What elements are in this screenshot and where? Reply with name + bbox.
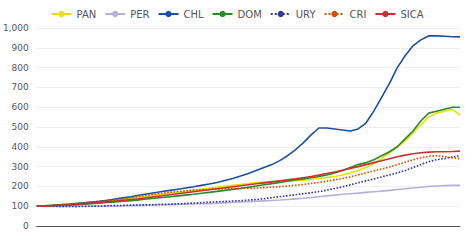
svg-text:300: 300: [12, 162, 29, 172]
svg-text:0: 0: [23, 221, 29, 231]
svg-text:700: 700: [12, 82, 29, 92]
svg-text:500: 500: [12, 122, 29, 132]
svg-text:CRI: CRI: [350, 9, 367, 20]
svg-text:PER: PER: [130, 9, 149, 20]
svg-text:600: 600: [12, 102, 29, 112]
svg-text:400: 400: [12, 142, 29, 152]
svg-text:URY: URY: [296, 9, 317, 20]
svg-text:900: 900: [12, 43, 29, 53]
svg-text:800: 800: [12, 63, 29, 73]
svg-text:1,000: 1,000: [3, 23, 29, 33]
svg-text:CHL: CHL: [184, 9, 205, 20]
svg-text:DOM: DOM: [238, 9, 262, 20]
svg-text:PAN: PAN: [76, 9, 96, 20]
svg-text:SICA: SICA: [400, 9, 423, 20]
svg-text:200: 200: [12, 181, 29, 191]
svg-text:100: 100: [12, 201, 29, 211]
